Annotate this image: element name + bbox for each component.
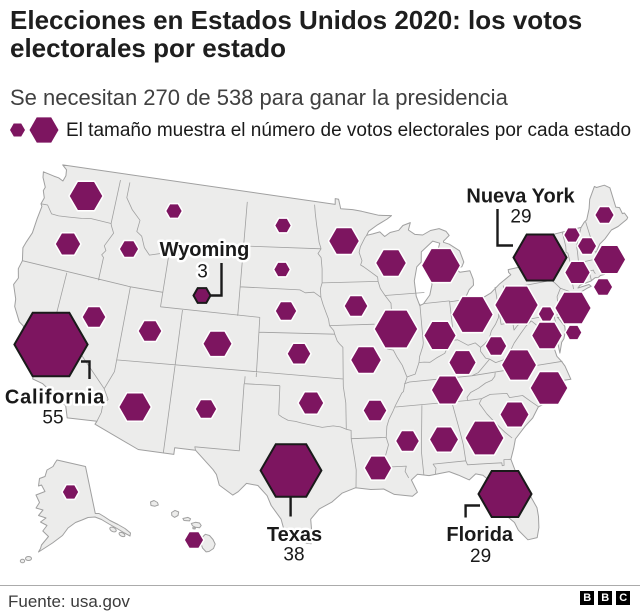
svg-text:38: 38 — [283, 545, 304, 566]
svg-text:Texas: Texas — [267, 524, 322, 546]
svg-text:29: 29 — [510, 207, 531, 228]
svg-text:29: 29 — [470, 546, 491, 567]
svg-text:Nueva York: Nueva York — [466, 186, 575, 208]
svg-text:Wyoming: Wyoming — [160, 239, 250, 261]
svg-text:Florida: Florida — [446, 524, 514, 546]
svg-text:California: California — [5, 387, 105, 409]
svg-text:55: 55 — [42, 408, 63, 429]
svg-text:3: 3 — [197, 262, 208, 283]
